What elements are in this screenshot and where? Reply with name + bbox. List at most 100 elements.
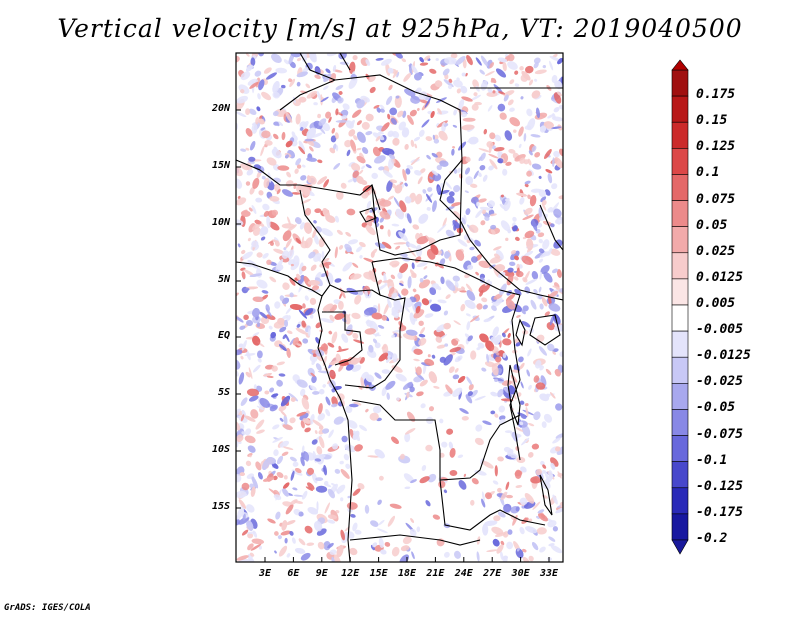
downward-motion-cell: [424, 97, 432, 108]
downward-motion-cell: [495, 249, 504, 260]
upward-motion-cell: [514, 236, 520, 242]
upward-motion-cell: [249, 186, 255, 195]
upward-motion-cell: [298, 96, 307, 103]
downward-motion-cell: [531, 145, 537, 152]
upward-motion-cell: [273, 248, 285, 254]
downward-motion-cell: [404, 88, 416, 97]
upward-motion-cell: [524, 403, 529, 407]
downward-motion-cell: [479, 165, 486, 171]
downward-motion-cell: [273, 449, 279, 457]
upward-motion-cell: [402, 168, 407, 182]
downward-motion-cell: [487, 200, 495, 208]
upward-motion-cell: [533, 375, 540, 383]
upward-motion-cell: [365, 225, 376, 236]
downward-motion-cell: [289, 337, 296, 346]
upward-motion-cell: [451, 202, 461, 207]
upward-motion-cell: [368, 270, 373, 276]
downward-motion-cell: [257, 350, 263, 359]
downward-motion-cell: [547, 343, 555, 352]
downward-motion-cell: [483, 318, 492, 323]
upward-motion-cell: [278, 545, 288, 557]
downward-motion-cell: [445, 229, 455, 238]
upward-motion-cell: [445, 384, 453, 394]
downward-motion-cell: [255, 197, 263, 203]
upward-motion-cell: [247, 543, 254, 551]
upward-motion-cell: [304, 427, 311, 433]
colorbar-label: 0.075: [696, 191, 736, 207]
downward-motion-cell: [427, 187, 433, 192]
upward-motion-cell: [269, 195, 280, 202]
upward-motion-cell: [280, 530, 292, 536]
downward-motion-cell: [416, 87, 422, 93]
colorbar-label: -0.175: [696, 504, 743, 520]
upward-motion-cell: [485, 340, 495, 352]
downward-motion-cell: [531, 219, 538, 231]
downward-motion-cell: [315, 485, 328, 493]
upward-motion-cell: [542, 464, 547, 469]
downward-motion-cell: [482, 523, 489, 536]
upward-motion-cell: [305, 486, 314, 492]
upward-motion-cell: [473, 92, 478, 97]
upward-motion-cell: [356, 120, 362, 126]
upward-motion-cell: [406, 391, 410, 399]
downward-motion-cell: [377, 528, 388, 534]
downward-motion-cell: [425, 500, 431, 507]
border-gabon-congo: [322, 311, 363, 366]
downward-motion-cell: [533, 57, 541, 64]
upward-motion-cell: [256, 429, 265, 434]
lon-tick-label: 24E: [454, 568, 473, 579]
upward-motion-cell: [413, 348, 423, 355]
downward-motion-cell: [396, 71, 400, 78]
downward-motion-cell: [464, 190, 469, 193]
upward-motion-cell: [489, 62, 495, 69]
upward-motion-cell: [498, 91, 506, 95]
colorbar-label: 0.15: [696, 113, 728, 129]
upward-motion-cell: [509, 117, 520, 127]
upward-motion-cell: [545, 169, 553, 174]
downward-motion-cell: [289, 292, 294, 298]
upward-motion-cell: [491, 364, 499, 376]
upward-motion-cell: [413, 309, 425, 319]
upward-motion-cell: [258, 118, 265, 125]
downward-motion-cell: [495, 68, 507, 78]
upward-motion-cell: [449, 470, 458, 476]
upward-motion-cell: [543, 121, 554, 129]
downward-motion-cell: [374, 242, 386, 249]
upward-motion-cell: [494, 264, 506, 272]
upward-motion-cell: [437, 108, 442, 115]
downward-motion-cell: [270, 331, 276, 339]
upward-motion-cell: [535, 468, 542, 476]
upward-motion-cell: [262, 477, 275, 482]
downward-motion-cell: [446, 195, 455, 204]
downward-motion-cell: [309, 53, 317, 63]
downward-motion-cell: [533, 411, 541, 421]
downward-motion-cell: [508, 385, 516, 395]
downward-motion-cell: [550, 223, 555, 228]
downward-motion-cell: [533, 288, 538, 294]
upward-motion-cell: [263, 177, 270, 189]
upward-motion-cell: [364, 328, 377, 335]
upward-motion-cell: [340, 182, 347, 189]
downward-motion-cell: [376, 107, 381, 113]
colorbar-label: -0.2: [696, 531, 728, 546]
downward-motion-cell: [551, 74, 558, 84]
upward-motion-cell: [415, 193, 423, 205]
colorbar-segment: [671, 95, 689, 123]
downward-motion-cell: [298, 140, 306, 153]
downward-motion-cell: [492, 538, 500, 547]
downward-motion-cell: [423, 275, 428, 279]
upward-motion-cell: [505, 299, 516, 310]
downward-motion-cell: [300, 175, 307, 181]
downward-motion-cell: [547, 247, 553, 255]
downward-motion-cell: [539, 303, 544, 310]
downward-motion-cell: [559, 351, 563, 357]
downward-motion-cell: [448, 441, 454, 450]
upward-motion-cell: [418, 337, 427, 346]
upward-motion-cell: [311, 285, 320, 291]
upward-motion-cell: [340, 469, 350, 479]
upward-motion-cell: [245, 108, 251, 115]
upward-motion-cell: [436, 344, 446, 349]
downward-motion-cell: [541, 421, 547, 428]
downward-motion-cell: [540, 460, 545, 466]
